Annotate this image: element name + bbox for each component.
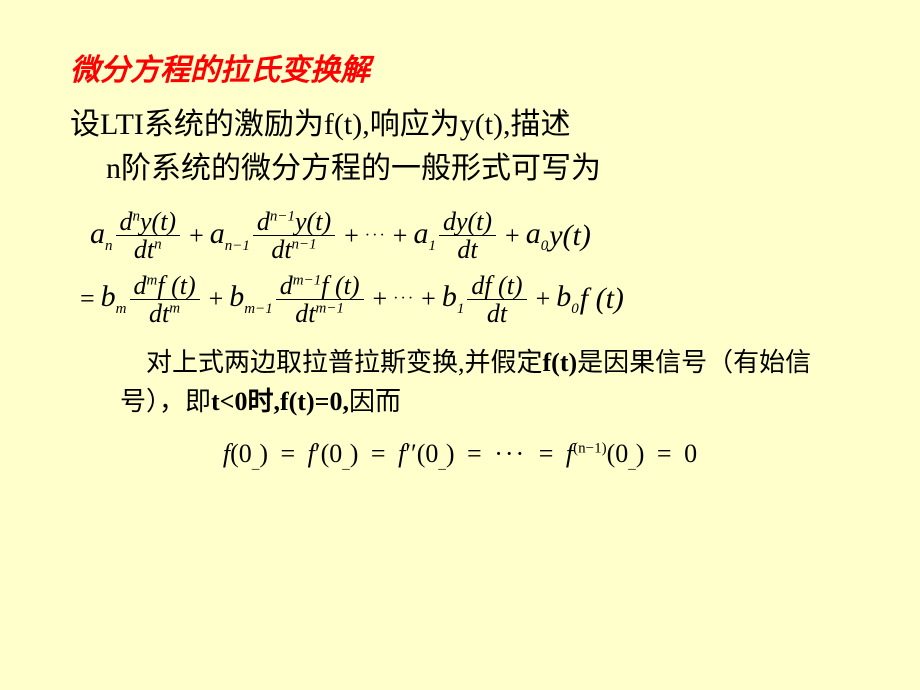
coef-a1: a1 (413, 217, 436, 255)
equals-sign: = (80, 284, 95, 314)
coef-bm: bm (101, 280, 127, 318)
intro-line2: n阶系统的微分方程的一般形式可写为 (70, 147, 860, 191)
frac-5: dm−1f (t) dtm−1 (276, 272, 364, 328)
coef-b0: b0 (556, 280, 579, 318)
plus-1: + (189, 221, 204, 251)
frac-2: dn−1y(t) dtn−1 (253, 208, 335, 264)
frac-6: df (t) dt (467, 272, 526, 328)
plus-3: + (393, 221, 408, 251)
coef-an1: an−1 (210, 217, 250, 255)
dots-1: ··· (365, 227, 387, 245)
intro-line1: 设LTI系统的激励为f(t),响应为y(t),描述 (70, 108, 571, 141)
plus-2: + (344, 221, 359, 251)
dots-2: ··· (393, 290, 415, 308)
note-ft: f(t) (543, 348, 578, 377)
coef-b1: b1 (442, 280, 465, 318)
frac-1: dny(t) dtn (116, 208, 181, 264)
intro-text: 设LTI系统的激励为f(t),响应为y(t),描述 n阶系统的微分方程的一般形式… (60, 103, 860, 190)
plus-7: + (421, 284, 436, 314)
coef-bm1: bm−1 (229, 280, 272, 318)
frac-4: dmf (t) dtm (130, 272, 200, 328)
note-p3: 因而 (349, 387, 401, 416)
equation-lhs: an dny(t) dtn + an−1 dn−1y(t) dtn−1 + ··… (90, 208, 860, 327)
equation-row-2: = bm dmf (t) dtm + bm−1 dm−1f (t) dtm−1 … (90, 272, 860, 328)
slide-container: 微分方程的拉氏变换解 设LTI系统的激励为f(t),响应为y(t),描述 n阶系… (0, 0, 920, 503)
frac-3: dy(t) dt (439, 208, 496, 264)
final-equation: f(0_) = f′(0_) = f′′(0_) = ··· = f(n−1)(… (60, 439, 860, 473)
coef-an: an (90, 217, 113, 255)
plus-4: + (505, 221, 520, 251)
note-p1: 对上式两边取拉普拉斯变换,并假定 (146, 348, 543, 377)
plus-5: + (209, 284, 224, 314)
note-text: 对上式两边取拉普拉斯变换,并假定f(t)是因果信号（有始信号），即t<0时,f(… (60, 343, 860, 421)
plus-8: + (536, 284, 551, 314)
f-t: f (t) (580, 282, 624, 316)
slide-title: 微分方程的拉氏变换解 (70, 45, 860, 89)
coef-a0: a0 (526, 217, 549, 255)
y-t: y(t) (549, 219, 591, 253)
equation-row-1: an dny(t) dtn + an−1 dn−1y(t) dtn−1 + ··… (90, 208, 860, 264)
plus-6: + (373, 284, 388, 314)
note-cond: t<0时,f(t)=0, (211, 387, 349, 416)
